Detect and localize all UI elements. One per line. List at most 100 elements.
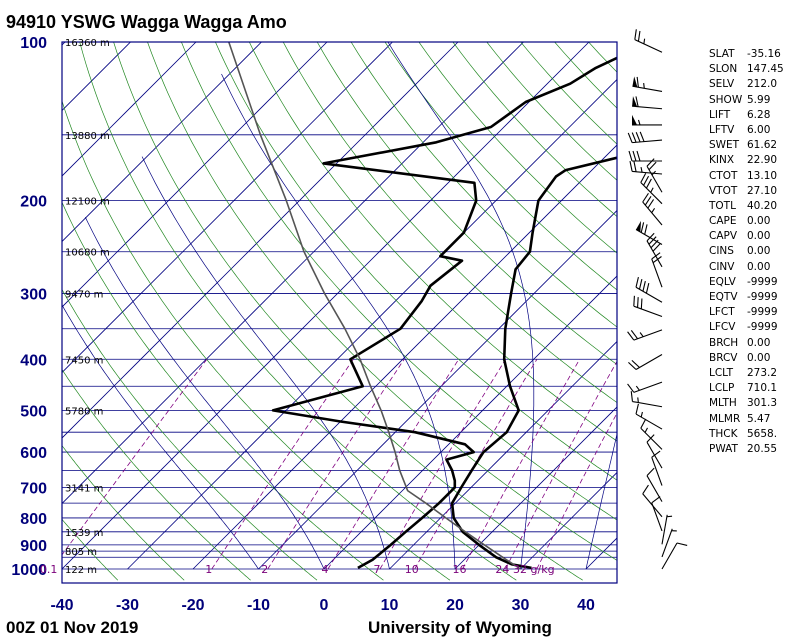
mixing-ratio-line	[462, 359, 581, 570]
isotherm	[389, 340, 617, 570]
index-row: LIFT 6.28	[709, 108, 797, 123]
barb-staff	[640, 427, 663, 450]
barb-staff	[632, 85, 663, 92]
index-value: 22.90	[747, 154, 778, 167]
barb-feather	[651, 252, 661, 260]
mixing-ratio-label: 32 g/kg	[513, 563, 555, 576]
height-label: 10680 m	[65, 248, 110, 259]
mixing-ratio-line	[267, 359, 405, 570]
index-name: THCK	[709, 427, 738, 440]
height-label: 9470 m	[65, 289, 103, 300]
index-value: 6.00	[747, 123, 771, 136]
dry-adiabat	[350, 42, 617, 328]
temperature-tick-label: 10	[381, 597, 399, 614]
isotherm	[62, 42, 262, 243]
temperature-tick-label: -20	[181, 597, 204, 614]
mixing-ratio-line	[327, 359, 460, 570]
index-value: -9999	[747, 275, 778, 288]
index-name: BRCV	[709, 351, 738, 364]
wind-barb	[630, 391, 663, 408]
index-name: SLAT	[709, 48, 735, 60]
wind-barb	[632, 96, 663, 110]
dry-adiabat	[113, 42, 583, 581]
barb-feather	[642, 192, 649, 203]
index-row: CTOT 13.10	[709, 169, 797, 184]
index-row: LCLP 710.1	[709, 381, 797, 396]
barb-feather	[631, 132, 637, 143]
barb-pennant	[636, 220, 642, 232]
wind-barb	[661, 528, 677, 558]
barb-feather	[646, 467, 655, 477]
barb-feather	[646, 434, 655, 443]
barb-feather	[627, 132, 633, 143]
moist-adiabat	[585, 432, 617, 570]
index-name: LCLT	[709, 366, 733, 379]
index-value: 273.2	[747, 366, 778, 379]
credit-label: University of Wyoming	[368, 618, 552, 637]
index-value: 710.1	[747, 382, 778, 395]
barb-staff	[646, 240, 663, 268]
index-value: 61.62	[747, 139, 778, 152]
temperature-tick-label: 40	[577, 597, 595, 614]
mixing-ratio-line	[505, 360, 617, 570]
barb-feather	[648, 236, 657, 245]
index-value: 27.10	[747, 184, 778, 197]
barb-feather	[644, 224, 648, 235]
mixing-ratio-line	[211, 359, 354, 570]
barb-feather	[640, 173, 647, 183]
wind-barb	[651, 450, 663, 486]
index-row: TOTL 40.20	[709, 199, 797, 214]
index-value: 0.00	[747, 215, 771, 228]
barb-feather	[637, 297, 639, 308]
index-value: -9999	[747, 291, 778, 303]
moist-adiabat	[84, 217, 325, 570]
index-value: 0.00	[747, 260, 771, 273]
index-row: LCLT 273.2	[709, 366, 797, 381]
index-row: SELV 212.0	[709, 77, 797, 92]
moist-adiabat	[62, 304, 259, 570]
plot-frame	[61, 41, 618, 584]
wind-barb	[633, 295, 663, 317]
index-row: KINX 22.90	[709, 153, 797, 168]
barb-feather	[631, 359, 640, 368]
barb-staff	[632, 105, 663, 110]
isotherm	[62, 42, 197, 177]
barb-feather	[627, 331, 635, 341]
barb-feather	[635, 276, 639, 288]
height-labels: 16360 m 13880 m 12100 m 10680 m 9470 m 7450 m…	[65, 38, 110, 576]
index-name: CINS	[709, 245, 734, 258]
index-row: LFCT -9999	[709, 305, 797, 320]
dry-adiabat	[215, 42, 617, 481]
height-label: 7450 m	[65, 355, 103, 366]
height-label: 13880 m	[65, 131, 110, 142]
index-row: SLON 147.45	[709, 62, 797, 77]
barb-staff	[634, 39, 663, 53]
pressure-tick-label: 800	[20, 511, 47, 528]
pressure-tick-label: 400	[20, 352, 47, 369]
barb-feather	[635, 96, 639, 107]
diagram-grid	[62, 42, 617, 581]
index-row: CINV 0.00	[709, 260, 797, 275]
index-name: TOTL	[709, 199, 736, 212]
mixing-ratio-line	[379, 359, 506, 570]
barb-feather	[645, 178, 652, 189]
index-name: CTOT	[709, 169, 738, 182]
index-value: 6.28	[747, 108, 771, 121]
wind-barb	[635, 276, 663, 303]
barb-feather	[640, 298, 643, 309]
index-name: CINV	[709, 260, 735, 273]
wind-barb	[632, 114, 662, 126]
height-label: 1539 m	[65, 528, 103, 539]
isotherm	[192, 144, 617, 570]
height-label: 805 m	[65, 547, 97, 558]
barb-half-feather	[637, 119, 641, 126]
index-name: LIFT	[709, 108, 731, 121]
barb-staff	[661, 528, 673, 558]
index-row: BRCH 0.00	[709, 336, 797, 351]
index-name: EQLV	[709, 275, 736, 288]
barb-feather	[640, 418, 647, 429]
barb-feather	[633, 161, 637, 172]
index-name: SLON	[709, 63, 738, 76]
index-value: -35.16	[747, 48, 781, 60]
isotherm	[62, 42, 393, 374]
